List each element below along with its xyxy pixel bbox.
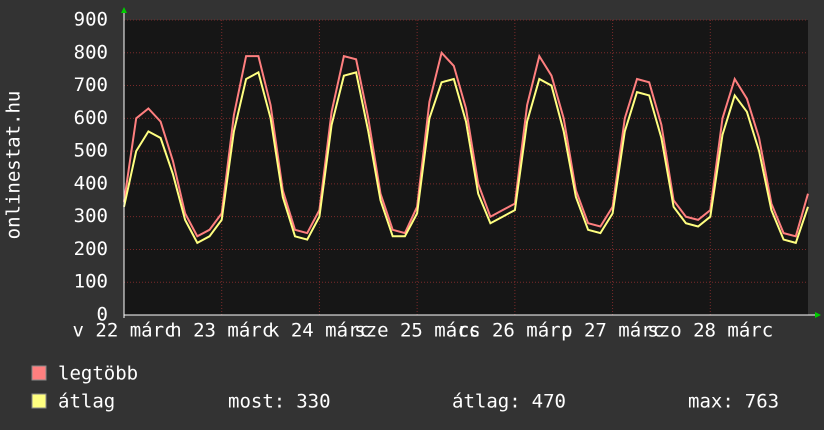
x-tick-label: cs 26 márc <box>458 320 572 342</box>
x-tick-label: v 22 márc <box>73 320 176 342</box>
y-tick-label: 700 <box>74 74 108 96</box>
stat-label: max: <box>688 391 734 413</box>
stat-value: 763 <box>745 391 779 413</box>
x-tick-label: p 27 márc <box>561 320 664 342</box>
y-tick-label: 500 <box>74 140 108 162</box>
y-tick-label: 0 <box>97 304 108 326</box>
legend-swatch <box>31 365 47 381</box>
series-line <box>123 70 809 245</box>
y-tick-label: 400 <box>74 172 108 194</box>
stat-label: átlag: <box>452 391 521 413</box>
legend-label: legtöbb <box>58 363 138 385</box>
stat-label: most: <box>228 391 285 413</box>
stat-value: 330 <box>296 391 330 413</box>
x-tick-label: sze 25 márc <box>354 320 480 342</box>
stat-value: 470 <box>532 391 566 413</box>
y-arrow <box>121 7 127 13</box>
y-axis-label: onlinestat.hu <box>3 91 25 240</box>
legend-swatch <box>31 393 47 409</box>
plot-area <box>124 20 808 315</box>
y-tick-label: 800 <box>74 41 108 63</box>
y-tick-label: 900 <box>74 9 108 31</box>
y-tick-label: 300 <box>74 205 108 227</box>
x-tick-label: k 24 márc <box>268 320 371 342</box>
x-tick-label: h 23 márc <box>170 320 273 342</box>
y-tick-label: 600 <box>74 107 108 129</box>
x-arrow <box>815 312 821 318</box>
y-tick-label: 100 <box>74 271 108 293</box>
y-tick-label: 200 <box>74 238 108 260</box>
legend-label: átlag <box>58 391 115 413</box>
x-tick-label: szo 28 márc <box>647 320 773 342</box>
plot <box>123 19 809 316</box>
series-line <box>123 50 809 238</box>
